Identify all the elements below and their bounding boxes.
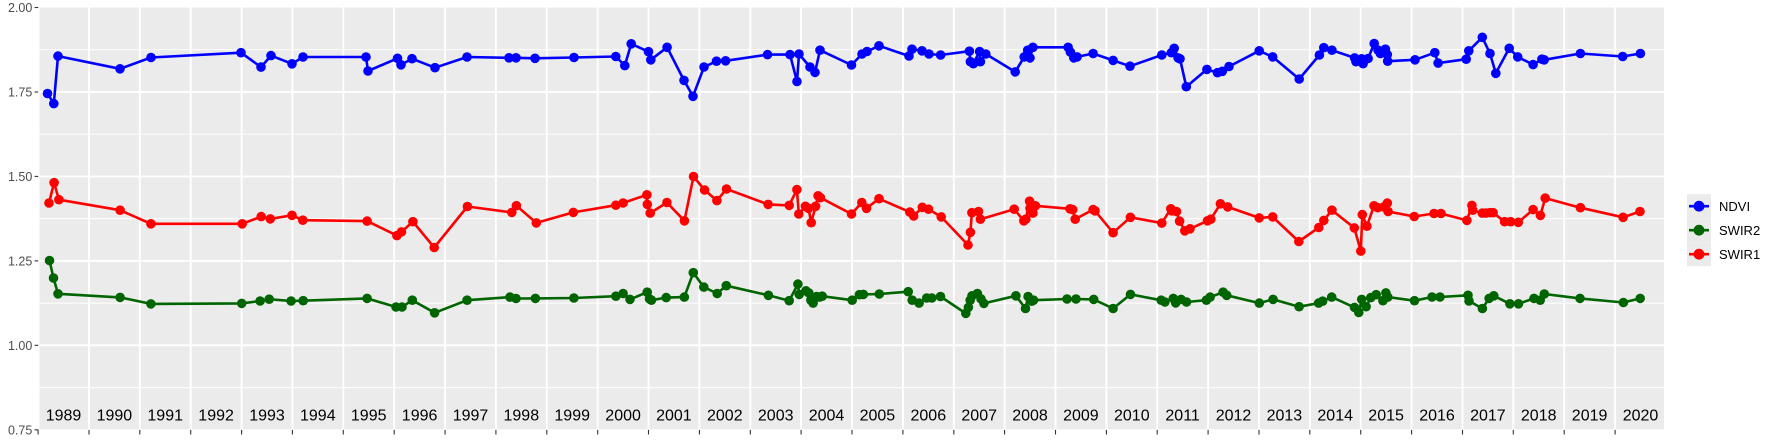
svg-text:2013: 2013: [1267, 407, 1303, 424]
svg-text:2005: 2005: [860, 407, 896, 424]
svg-text:2003: 2003: [758, 407, 794, 424]
svg-text:2009: 2009: [1063, 407, 1099, 424]
svg-text:2011: 2011: [1165, 407, 1200, 424]
svg-text:1.50: 1.50: [8, 170, 32, 184]
svg-text:1996: 1996: [402, 407, 438, 424]
svg-text:SWIR1: SWIR1: [1719, 247, 1760, 262]
svg-text:2.00: 2.00: [8, 1, 32, 15]
svg-text:1995: 1995: [351, 407, 387, 424]
svg-text:1997: 1997: [453, 407, 489, 424]
svg-text:2010: 2010: [1114, 407, 1150, 424]
svg-text:SWIR2: SWIR2: [1719, 223, 1760, 238]
svg-text:1998: 1998: [504, 407, 540, 424]
svg-text:2015: 2015: [1368, 407, 1404, 424]
svg-text:NDVI: NDVI: [1719, 199, 1750, 214]
svg-text:2020: 2020: [1623, 407, 1659, 424]
svg-text:1.75: 1.75: [8, 86, 32, 100]
svg-text:2018: 2018: [1521, 407, 1557, 424]
svg-text:2014: 2014: [1317, 407, 1353, 424]
svg-text:2019: 2019: [1572, 407, 1608, 424]
svg-text:1.00: 1.00: [8, 339, 32, 353]
svg-text:2016: 2016: [1419, 407, 1455, 424]
svg-text:1990: 1990: [97, 407, 133, 424]
svg-text:2006: 2006: [911, 407, 947, 424]
svg-text:2002: 2002: [707, 407, 743, 424]
svg-text:1989: 1989: [46, 407, 82, 424]
svg-text:1994: 1994: [300, 407, 336, 424]
svg-text:1.25: 1.25: [8, 255, 32, 269]
svg-text:1993: 1993: [249, 407, 285, 424]
svg-text:2008: 2008: [1012, 407, 1048, 424]
svg-text:2000: 2000: [605, 407, 641, 424]
svg-text:1992: 1992: [198, 407, 234, 424]
svg-text:2017: 2017: [1470, 407, 1506, 424]
svg-text:1991: 1991: [147, 407, 183, 424]
svg-text:0.75: 0.75: [8, 424, 32, 438]
svg-text:2001: 2001: [656, 407, 692, 424]
svg-text:2007: 2007: [961, 407, 997, 424]
svg-text:2004: 2004: [809, 407, 845, 424]
svg-text:2012: 2012: [1216, 407, 1252, 424]
svg-text:1999: 1999: [554, 407, 590, 424]
